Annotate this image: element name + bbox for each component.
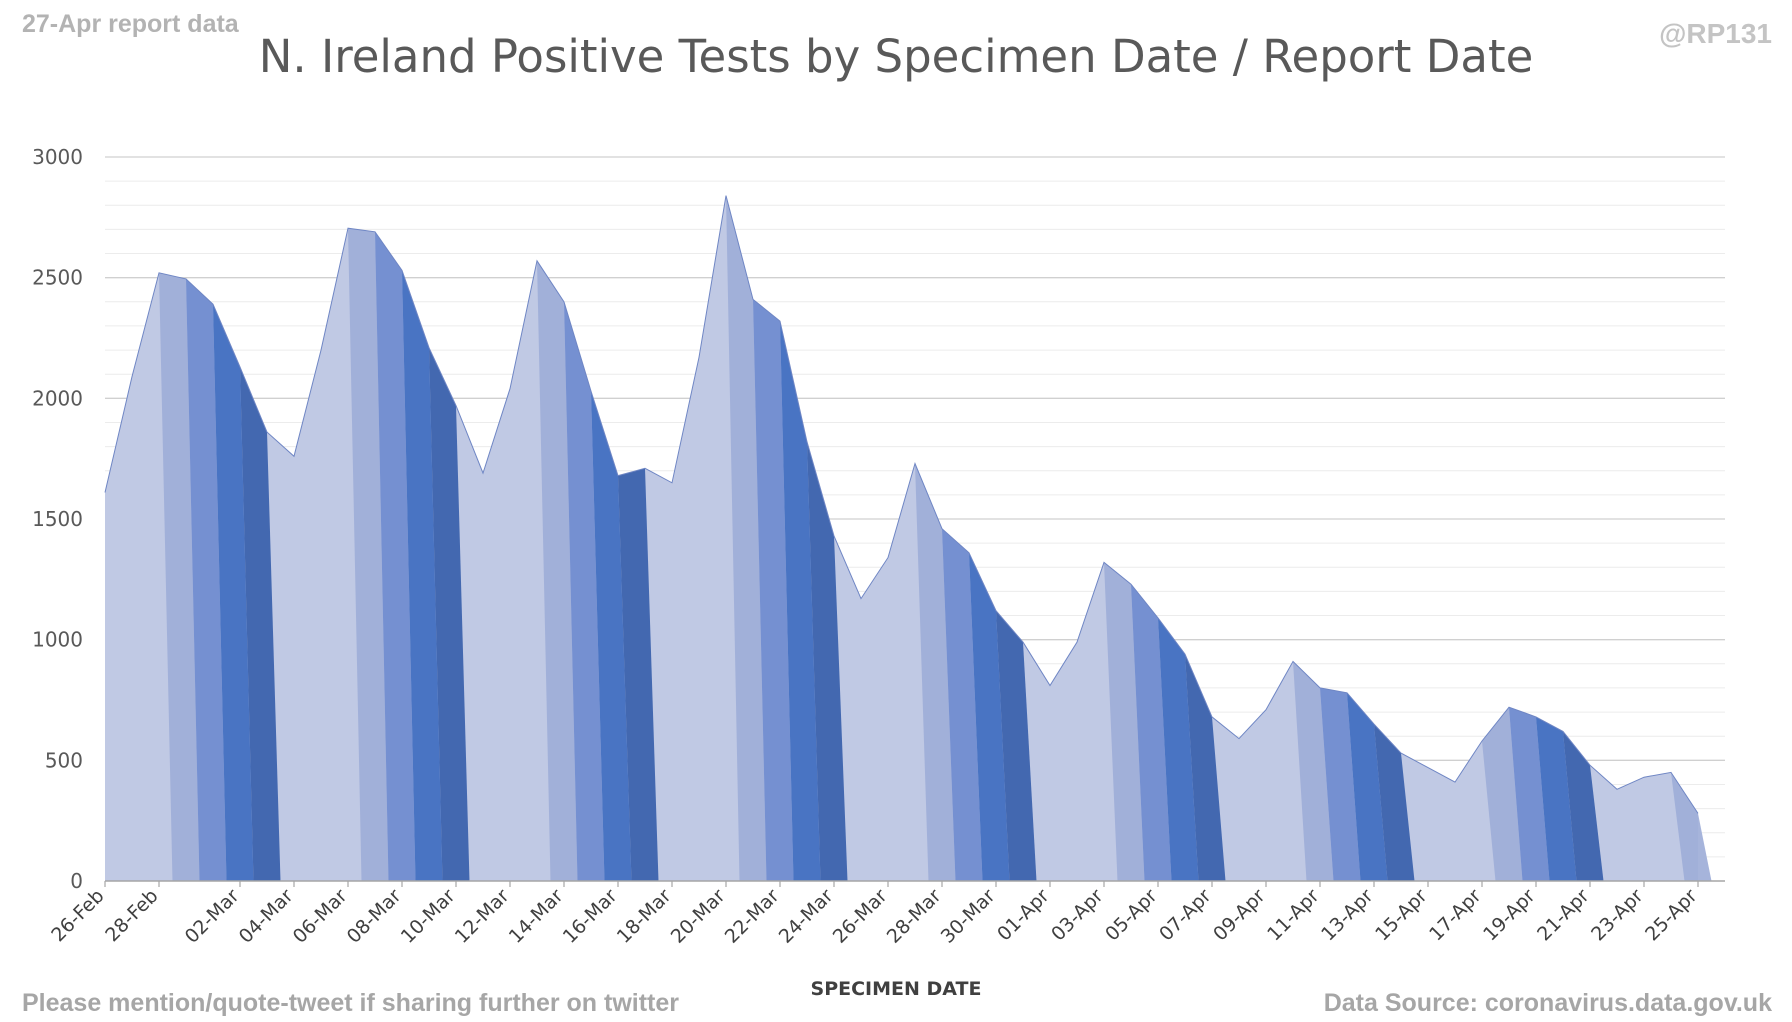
author-handle: @RP131: [1659, 18, 1772, 49]
x-tick-label: 18-Mar: [613, 885, 676, 948]
y-tick-label: 1000: [32, 628, 83, 652]
area-band: [942, 528, 983, 881]
area-band: [537, 260, 578, 881]
y-tick-label: 500: [45, 748, 83, 772]
area-band: [213, 304, 254, 881]
x-tick-label: 06-Mar: [289, 885, 352, 948]
area-band: [1185, 654, 1226, 881]
area-outline: [104, 195, 1699, 814]
x-tick-label: 02-Mar: [181, 885, 244, 948]
area-band: [1374, 724, 1415, 881]
area-band: [780, 321, 821, 882]
area-band: [1293, 661, 1334, 881]
x-tick-label: 04-Mar: [235, 885, 298, 948]
area-band: [1158, 617, 1199, 881]
data-source-note: Data Source: coronavirus.data.gov.uk: [1323, 989, 1772, 1017]
area-band: [1509, 707, 1550, 881]
area-band: [753, 299, 794, 881]
y-tick-label: 0: [70, 869, 83, 893]
area-band: [402, 270, 443, 881]
x-tick-label: 25-Apr: [1641, 885, 1702, 946]
area-band: [564, 301, 605, 881]
x-tick-label: 09-Apr: [1209, 885, 1270, 946]
y-axis-ticks: 0 500 1000 1500 2000 2500 3000: [32, 145, 83, 893]
area-band: [618, 468, 659, 881]
x-axis-label: SPECIMEN DATE: [810, 978, 982, 1000]
x-tick-label: 10-Mar: [397, 885, 460, 948]
x-tick-label: 26-Feb: [47, 885, 108, 946]
area-series-base: [105, 195, 1698, 882]
x-tick-label: 15-Apr: [1371, 885, 1432, 946]
x-tick-label: 24-Mar: [775, 885, 838, 948]
x-tick-label: 26-Mar: [829, 885, 892, 948]
x-tick-label: 13-Apr: [1317, 885, 1378, 946]
area-band: [159, 272, 200, 881]
x-tick-label: 01-Apr: [993, 885, 1054, 946]
report-date-note: 27-Apr report data: [22, 10, 239, 38]
area-band: [591, 391, 632, 881]
x-tick-label: 08-Mar: [343, 885, 406, 948]
chart-title: N. Ireland Positive Tests by Specimen Da…: [258, 30, 1534, 83]
area-band: [1104, 562, 1145, 881]
y-tick-label: 2500: [32, 266, 83, 290]
area-band: [1482, 707, 1523, 881]
y-tick-label: 3000: [32, 145, 83, 169]
area-band: [1563, 731, 1604, 881]
area-band: [429, 347, 470, 881]
x-tick-label: 30-Mar: [937, 885, 1000, 948]
y-tick-label: 2000: [32, 386, 83, 410]
x-tick-label: 14-Mar: [505, 885, 568, 948]
x-tick-label: 11-Apr: [1263, 885, 1324, 946]
area-band: [186, 278, 227, 881]
area-band: [240, 367, 281, 881]
area-band: [969, 552, 1010, 881]
area-band: [726, 195, 767, 882]
x-tick-label: 03-Apr: [1047, 885, 1108, 946]
x-tick-label: 22-Mar: [721, 885, 784, 948]
area-band: [1320, 687, 1361, 881]
x-tick-label: 23-Apr: [1587, 885, 1648, 946]
x-tick-label: 05-Apr: [1101, 885, 1162, 946]
x-tick-label: 19-Apr: [1479, 885, 1540, 946]
x-tick-label: 17-Apr: [1425, 885, 1486, 946]
area-band: [996, 610, 1037, 881]
area-band: [1671, 772, 1712, 881]
x-tick-label: 28-Feb: [101, 885, 162, 946]
x-tick-label: 28-Mar: [883, 885, 946, 948]
area-layers: [104, 195, 1712, 882]
area-band: [348, 228, 389, 881]
area-band: [915, 463, 956, 881]
area-band: [1347, 692, 1388, 881]
area-band: [1536, 716, 1577, 881]
area-band: [807, 441, 848, 881]
x-tick-label: 07-Apr: [1155, 885, 1216, 946]
area-band: [1131, 584, 1172, 881]
x-tick-label: 12-Mar: [451, 885, 514, 948]
x-tick-label: 21-Apr: [1533, 885, 1594, 946]
x-tick-label: 16-Mar: [559, 885, 622, 948]
area-band: [375, 231, 416, 882]
share-note: Please mention/quote-tweet if sharing fu…: [22, 989, 680, 1017]
y-tick-label: 1500: [32, 507, 83, 531]
x-tick-label: 20-Mar: [667, 885, 730, 948]
